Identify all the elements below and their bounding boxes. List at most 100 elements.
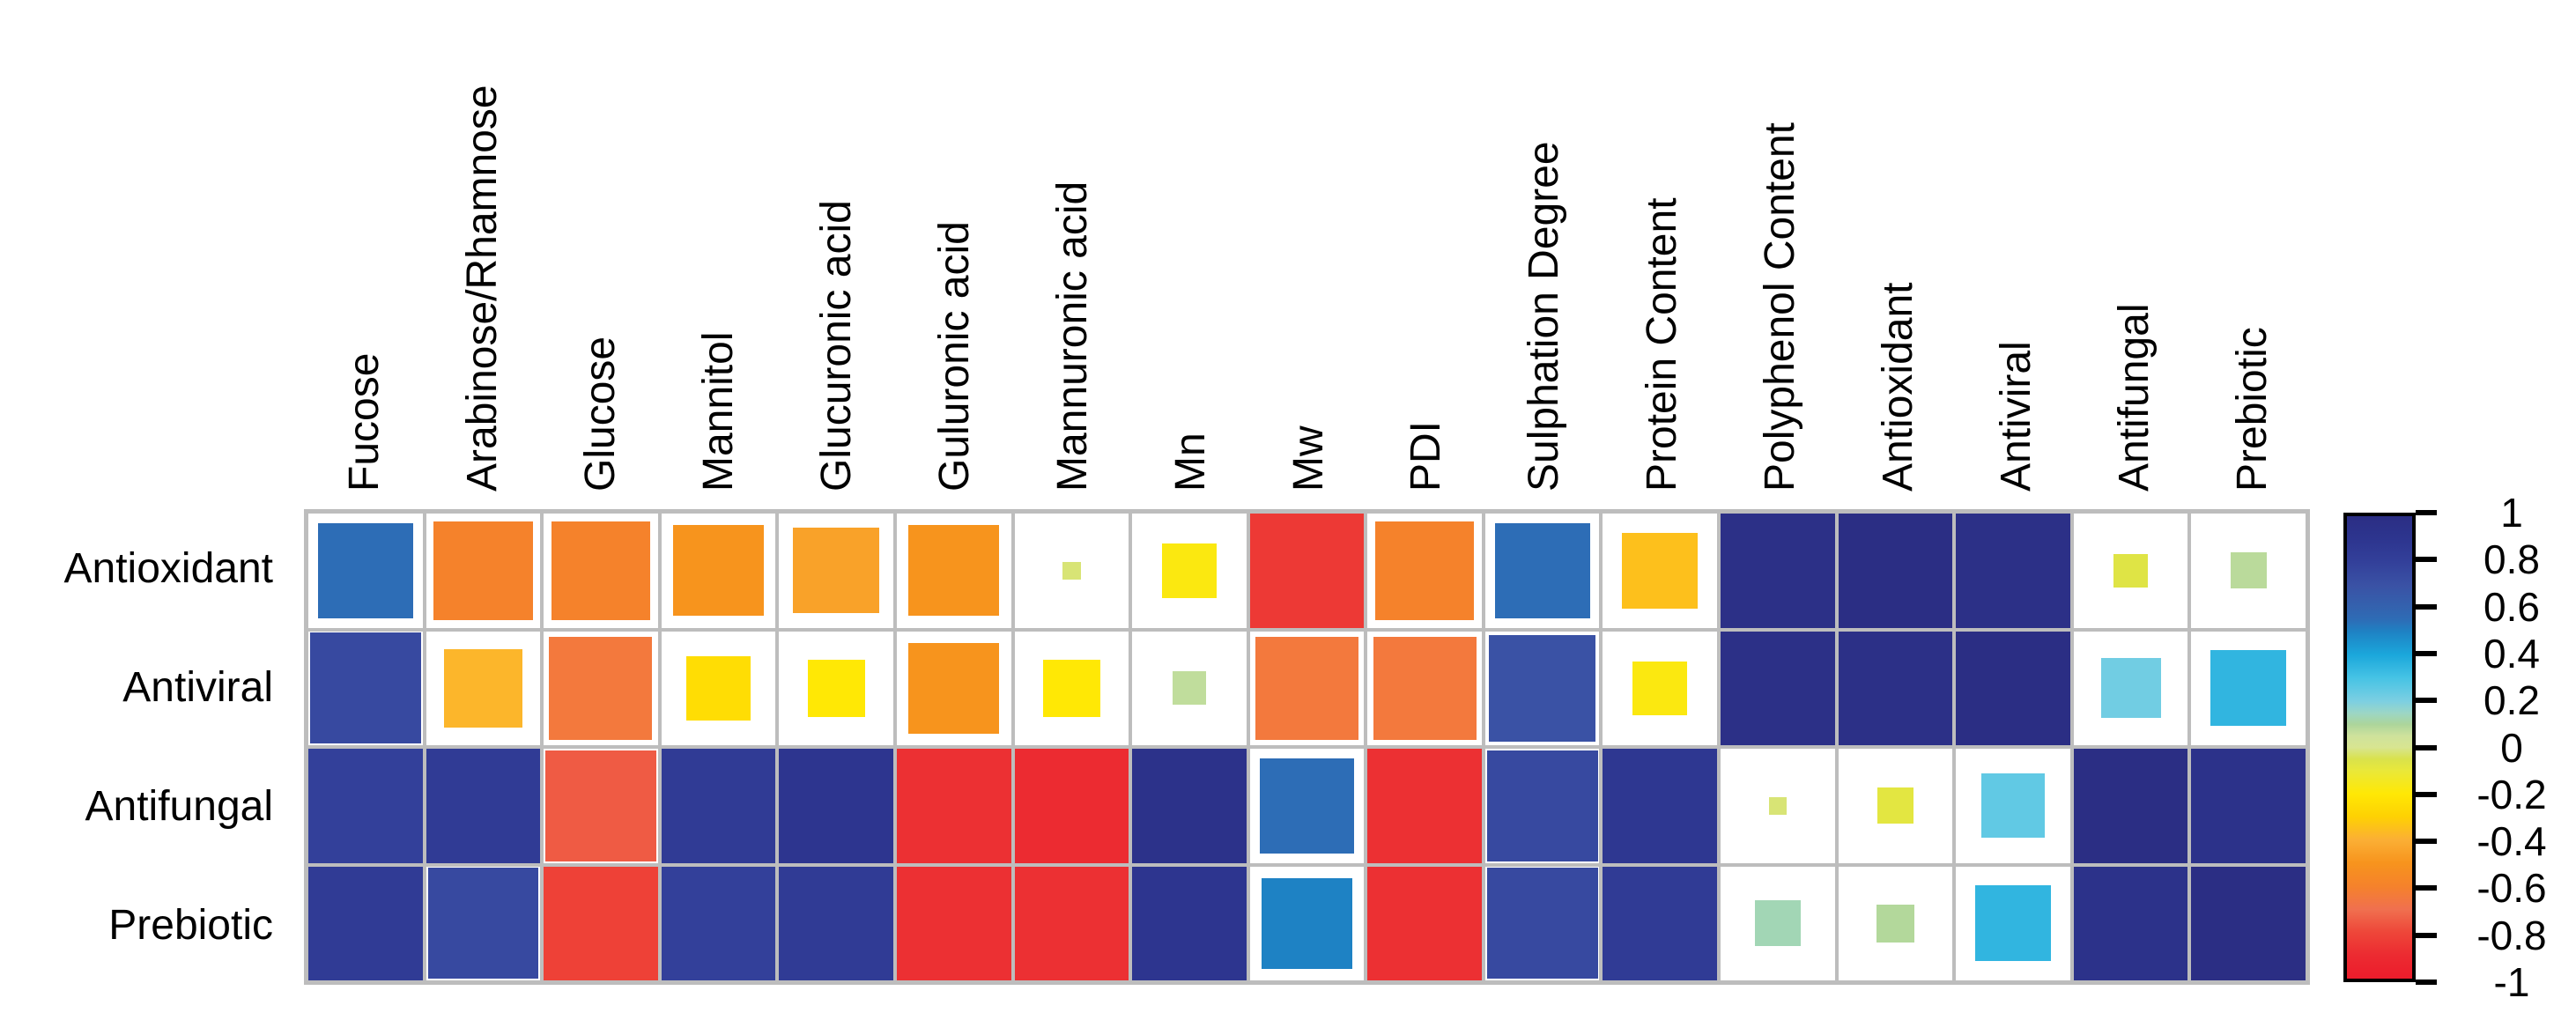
correlation-cell [1367,631,1482,745]
column-label-antiviral: Antiviral [1993,341,2040,492]
colorbar-tick [2416,603,2437,610]
correlation-square [2191,866,2306,980]
correlation-square [896,866,1011,980]
correlation-square [807,659,865,717]
colorbar-tick-label: -0.4 [2476,818,2547,865]
correlation-square [1603,866,1718,980]
correlation-cell [2073,514,2188,628]
correlation-square [1876,904,1915,943]
correlation-cell [426,631,541,745]
correlation-cell [426,749,541,863]
column-label-fucose: Fucose [340,352,388,492]
correlation-square [1980,773,2046,838]
correlation-square [1367,749,1482,863]
correlation-square [1721,514,1835,628]
correlation-cell [1603,749,1718,863]
correlation-cell [1249,514,1365,628]
column-label-mannuronic-acid: Mannuronic acid [1048,181,1096,492]
correlation-cell [896,514,1011,628]
correlation-cell [544,631,658,745]
correlation-cell [1014,514,1129,628]
column-label-guluronic-acid: Guluronic acid [930,221,978,492]
correlation-cell [1249,749,1365,863]
correlation-square [686,655,751,721]
correlation-square [1262,877,1352,969]
correlation-square [1172,671,1207,706]
correlation-cell [1838,749,1953,863]
correlation-cell [2191,866,2306,980]
row-label-antiviral: Antiviral [122,663,273,711]
correlation-cell [1367,749,1482,863]
correlation-square [2073,866,2188,980]
column-label-glucose: Glucose [576,336,624,492]
correlation-square [1632,661,1688,715]
column-label-glucuronic-acid: Glucuronic acid [812,200,860,492]
row-label-antifungal: Antifungal [85,782,274,830]
correlation-cell [1721,631,1835,745]
correlation-cell [1484,514,1600,628]
correlation-square [308,866,423,980]
correlation-square [1721,631,1835,745]
column-label-mw: Mw [1284,425,1332,492]
correlation-square [1488,634,1596,742]
colorbar-tick [2416,698,2437,704]
correlation-cell [1721,749,1835,863]
correlation-cell [661,631,776,745]
correlation-cell [1132,631,1247,745]
correlation-cell [544,866,658,980]
correlation-cell [661,514,776,628]
correlation-square [1486,868,1598,980]
colorbar-tick-label: 0.2 [2483,677,2540,724]
correlation-square [1062,561,1081,580]
correlation-cell [1603,866,1718,980]
correlation-square [2230,552,2267,589]
correlation-square [1014,749,1129,863]
row-label-antioxidant: Antioxidant [63,544,274,592]
correlation-cell [2073,749,2188,863]
correlation-cell [426,514,541,628]
correlation-cell [1484,866,1600,980]
correlation-cell [2073,866,2188,980]
correlation-cell [544,749,658,863]
correlation-square [2073,749,2188,863]
correlation-square [1956,631,2070,745]
correlation-cell [1132,866,1247,980]
correlation-cell [1956,514,2070,628]
correlation-square [427,868,539,980]
correlation-square [317,522,413,618]
correlation-cell [779,514,893,628]
column-label-mn: Mn [1166,432,1214,492]
correlation-square [433,521,533,620]
correlation-square [779,749,893,863]
correlation-square [545,750,656,861]
correlation-grid [304,509,2310,985]
correlation-square [1014,866,1129,980]
correlation-square [1259,758,1355,854]
correlation-cell [2073,631,2188,745]
correlation-cell [1484,631,1600,745]
correlation-square [549,636,653,740]
colorbar-tick-label: 1 [2500,490,2523,536]
correlation-cell [1014,631,1129,745]
correlation-cell [1132,514,1247,628]
correlation-square [1367,866,1482,980]
correlation-cell [426,866,541,980]
correlation-square [308,749,423,863]
colorbar-tick-label: -1 [2493,959,2530,1005]
correlation-cell [1249,631,1365,745]
correlation-cell [1956,749,2070,863]
correlation-square [2210,650,2287,727]
correlation-cell [661,749,776,863]
correlation-square [661,749,776,863]
correlation-cell [1603,631,1718,745]
colorbar-tick [2416,791,2437,797]
correlation-cell [661,866,776,980]
correlation-square [793,528,879,614]
correlation-cell [1838,866,1953,980]
column-label-antifungal: Antifungal [2111,303,2158,492]
colorbar-tick-label: -0.8 [2476,912,2547,958]
correlation-cell [1367,866,1482,980]
correlation-square [1042,659,1100,717]
correlation-square [1603,749,1718,863]
